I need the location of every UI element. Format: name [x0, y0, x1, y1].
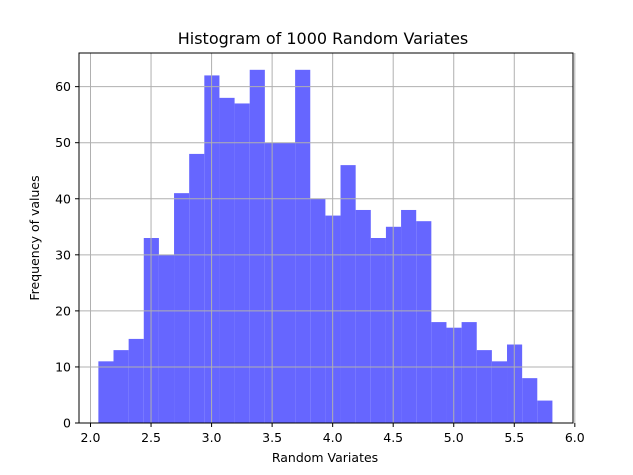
x-axis-ticks: 2.0 2.5 3.0 3.5 4.0 4.5 5.0 5.5 6.0 — [81, 423, 585, 445]
x-tick-label: 2.5 — [141, 430, 161, 445]
histogram-bar — [491, 361, 508, 423]
y-tick-label: 10 — [55, 359, 71, 374]
histogram-bar — [355, 209, 371, 423]
y-tick-label: 0 — [63, 416, 71, 431]
histogram-bar — [279, 142, 296, 424]
y-tick-label: 20 — [55, 303, 71, 318]
histogram-bar — [113, 350, 129, 423]
histogram-bar — [476, 350, 492, 423]
y-tick-label: 50 — [55, 135, 71, 150]
x-tick-label: 4.0 — [323, 430, 343, 445]
histogram-bar — [189, 153, 205, 423]
histogram-bar — [295, 69, 311, 424]
histogram-bar — [340, 165, 356, 423]
histogram-bar — [431, 322, 447, 423]
histogram-bar — [98, 361, 114, 423]
y-tick-label: 40 — [55, 191, 71, 206]
histogram-bar — [234, 103, 250, 424]
x-tick-label: 3.5 — [262, 430, 282, 445]
histogram-bar — [537, 400, 553, 423]
y-tick-label: 60 — [55, 79, 71, 94]
histogram-bar — [219, 97, 235, 424]
y-axis-label: Frequency of values — [27, 175, 42, 300]
histogram-bars — [98, 69, 553, 424]
histogram-bar — [249, 69, 265, 424]
histogram-bar — [158, 254, 175, 423]
x-tick-label: 2.0 — [81, 430, 101, 445]
y-tick-label: 30 — [55, 247, 71, 262]
histogram-bar — [522, 378, 538, 423]
histogram-bar — [461, 322, 477, 423]
x-tick-label: 6.0 — [565, 430, 585, 445]
x-tick-label: 3.0 — [202, 430, 222, 445]
y-axis-ticks: 0 10 20 30 40 50 60 — [55, 79, 79, 431]
histogram-bar — [416, 221, 432, 423]
x-axis-label: Random Variates — [272, 450, 378, 465]
x-tick-label: 5.0 — [444, 430, 464, 445]
histogram-bar — [370, 238, 386, 423]
x-tick-label: 5.5 — [504, 430, 524, 445]
x-tick-label: 4.5 — [383, 430, 403, 445]
histogram-bar — [174, 193, 190, 423]
histogram-bar — [401, 209, 417, 423]
chart-title: Histogram of 1000 Random Variates — [178, 29, 469, 48]
plot-frame — [78, 52, 574, 424]
histogram-bar — [128, 338, 144, 423]
